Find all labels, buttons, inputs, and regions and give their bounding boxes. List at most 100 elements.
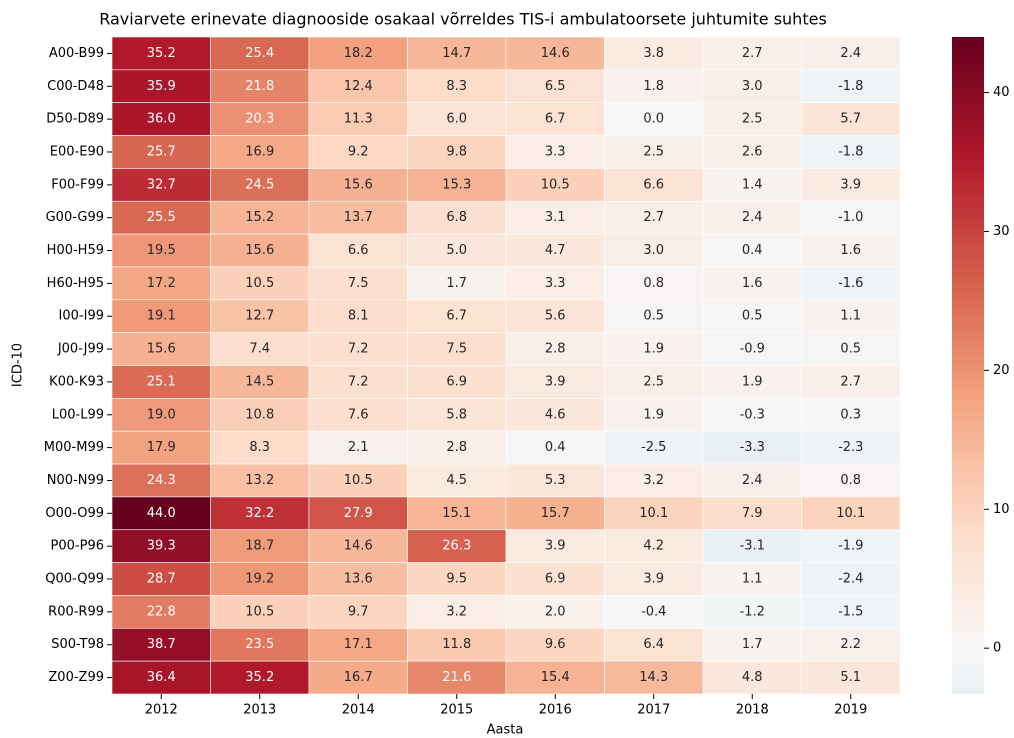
cell-label: 2.5 bbox=[643, 374, 664, 389]
cell-label: 1.9 bbox=[643, 407, 664, 422]
cell-label: 15.7 bbox=[541, 506, 570, 521]
colorbar-tick-label: 10 bbox=[993, 502, 1010, 517]
heatmap-cell bbox=[505, 168, 605, 202]
heatmap-cell bbox=[604, 36, 704, 71]
cell-label: 15.6 bbox=[245, 243, 274, 258]
y-tick-label: E00-E90 bbox=[50, 144, 104, 159]
heatmap-cell bbox=[111, 430, 211, 465]
y-tick-label: G00-G99 bbox=[46, 210, 104, 225]
heatmap-cell bbox=[407, 135, 507, 169]
cell-label: 2.6 bbox=[742, 144, 763, 159]
y-tick-label: S00-T98 bbox=[51, 637, 104, 652]
cell-label: 28.7 bbox=[147, 572, 176, 587]
cell-label: 7.4 bbox=[249, 342, 270, 357]
colorbar bbox=[952, 37, 984, 694]
cell-label: 2.2 bbox=[840, 637, 861, 652]
cell-label: 15.6 bbox=[147, 342, 176, 357]
cell-label: -1.8 bbox=[838, 144, 863, 159]
cell-label: 8.3 bbox=[446, 79, 467, 94]
heatmap-cell bbox=[702, 233, 802, 268]
cell-label: 6.8 bbox=[446, 210, 467, 225]
heatmap-cell bbox=[604, 430, 704, 465]
cell-label: 9.8 bbox=[446, 144, 467, 159]
y-tick-label: Q00-Q99 bbox=[45, 572, 104, 587]
heatmap-cell bbox=[505, 529, 605, 563]
cell-label: -0.9 bbox=[740, 342, 765, 357]
cell-label: 0.5 bbox=[840, 342, 861, 357]
cell-label: 1.9 bbox=[742, 374, 763, 389]
cell-label: -2.4 bbox=[838, 572, 863, 587]
cell-label: 1.7 bbox=[742, 637, 763, 652]
heatmap-cell bbox=[505, 36, 605, 71]
heatmap-cell bbox=[702, 332, 802, 366]
heatmap-cell bbox=[702, 200, 802, 235]
cell-label: 23.5 bbox=[245, 637, 274, 652]
cell-label: 10.1 bbox=[639, 506, 668, 521]
heatmap-cell bbox=[111, 562, 211, 596]
heatmap-cell bbox=[407, 398, 507, 432]
cell-label: 6.9 bbox=[545, 572, 566, 587]
heatmap-cell bbox=[111, 496, 211, 531]
heatmap-cell bbox=[801, 660, 901, 695]
cell-label: 17.1 bbox=[344, 637, 373, 652]
heatmap-cell bbox=[308, 233, 408, 268]
heatmap-cell bbox=[801, 168, 901, 202]
cell-label: 25.4 bbox=[245, 46, 274, 61]
cell-label: 10.5 bbox=[344, 473, 373, 488]
cell-label: 2.0 bbox=[545, 604, 566, 619]
cell-label: -1.5 bbox=[838, 604, 863, 619]
heatmap-cell bbox=[308, 660, 408, 695]
y-tick-label: F00-F99 bbox=[51, 177, 104, 192]
heatmap-cell bbox=[210, 430, 310, 465]
heatmap-cell bbox=[604, 595, 704, 629]
cell-label: 14.3 bbox=[639, 670, 668, 685]
heatmap-cell bbox=[801, 36, 901, 71]
cell-label: 13.2 bbox=[245, 473, 274, 488]
heatmap-cell bbox=[702, 398, 802, 432]
cell-label: 2.8 bbox=[446, 440, 467, 455]
cell-label: 0.4 bbox=[545, 440, 566, 455]
cell-label: 10.5 bbox=[541, 177, 570, 192]
heatmap-cell bbox=[604, 562, 704, 596]
heatmap-cell bbox=[407, 168, 507, 202]
cell-label: 9.7 bbox=[348, 604, 369, 619]
heatmap-cell bbox=[702, 562, 802, 596]
heatmap-cell bbox=[505, 102, 605, 136]
heatmap-cell bbox=[801, 398, 901, 432]
heatmap-cell bbox=[604, 200, 704, 235]
cell-label: 5.8 bbox=[446, 407, 467, 422]
cell-label: 0.3 bbox=[840, 407, 861, 422]
heatmap-cell bbox=[111, 233, 211, 268]
cell-label: 1.7 bbox=[446, 276, 467, 291]
heatmap-cell bbox=[308, 595, 408, 629]
cell-label: 16.7 bbox=[344, 670, 373, 685]
cell-label: 5.7 bbox=[840, 112, 861, 127]
heatmap-cell bbox=[505, 332, 605, 366]
cell-label: 1.1 bbox=[742, 572, 763, 587]
cell-label: 1.9 bbox=[643, 342, 664, 357]
heatmap-cell bbox=[407, 463, 507, 498]
heatmap-cell bbox=[210, 200, 310, 235]
cell-label: 6.7 bbox=[446, 309, 467, 324]
cell-label: 24.3 bbox=[147, 473, 176, 488]
cell-label: 2.4 bbox=[742, 210, 763, 225]
cell-label: 7.2 bbox=[348, 342, 369, 357]
heatmap-cell bbox=[604, 627, 704, 662]
heatmap-cell bbox=[308, 299, 408, 333]
heatmap-cell bbox=[505, 365, 605, 399]
heatmap-cell bbox=[604, 496, 704, 531]
heatmap-cell bbox=[308, 200, 408, 235]
heatmap-cell bbox=[210, 595, 310, 629]
heatmap-cell bbox=[111, 102, 211, 136]
heatmap-cell bbox=[801, 233, 901, 268]
cell-label: 20.3 bbox=[245, 112, 274, 127]
cell-label: 3.2 bbox=[643, 473, 664, 488]
heatmap-cell bbox=[407, 496, 507, 531]
heatmap-cell bbox=[407, 529, 507, 563]
cell-label: 14.6 bbox=[344, 539, 373, 554]
cell-label: 10.8 bbox=[245, 407, 274, 422]
heatmap-cell bbox=[702, 102, 802, 136]
cell-label: 7.5 bbox=[348, 276, 369, 291]
heatmap-cell bbox=[702, 365, 802, 399]
heatmap-cell bbox=[801, 365, 901, 399]
